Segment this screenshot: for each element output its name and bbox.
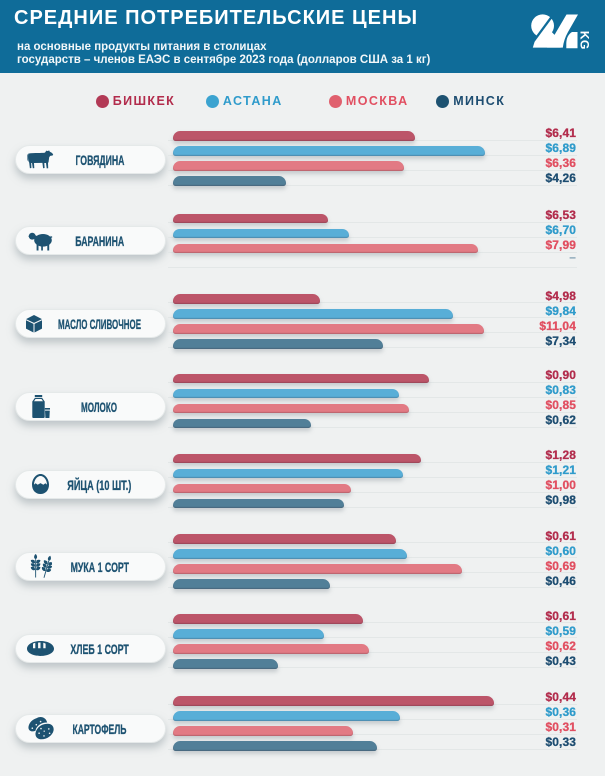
- svg-text:KG: KG: [577, 31, 591, 50]
